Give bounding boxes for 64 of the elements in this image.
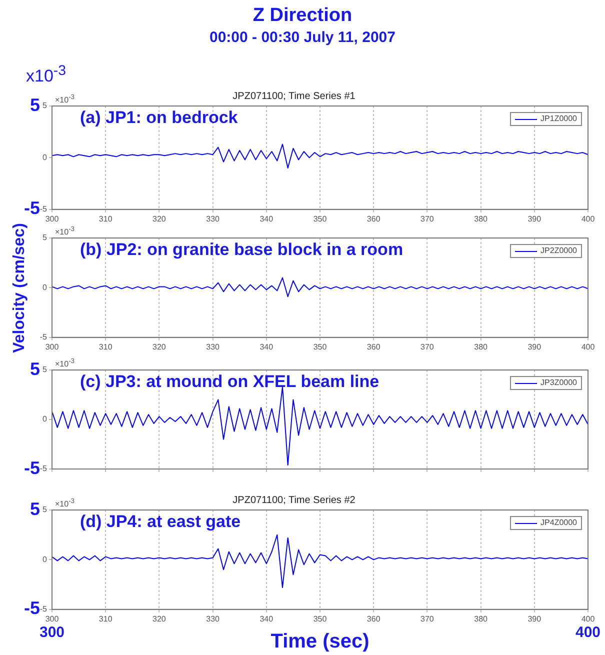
legend-label: JP2Z0000 [540, 246, 577, 255]
text: x10$^{-3}$ [26, 63, 66, 86]
x-tick-label: 320 [152, 342, 166, 352]
x-tick-label: 340 [260, 614, 274, 624]
text: ×10$^{-3}$ [55, 358, 74, 369]
x-axis-title: Time (sec) [270, 630, 370, 653]
x-tick-label: 400 [581, 614, 596, 624]
x-tick-label: 320 [152, 214, 166, 224]
x-tick-label: 300 [45, 214, 60, 224]
x-tick-label: 380 [474, 214, 488, 224]
y-tick-label: 0 [42, 152, 48, 162]
x-tick-label: 300 [45, 342, 60, 352]
x-tick-label: 350 [313, 342, 328, 352]
x-tick-label: 350 [313, 214, 328, 224]
x-tick-label: 330 [206, 342, 220, 352]
x-tick-label: 390 [528, 214, 542, 224]
text: 00:00 - 00:30 July 11, 2007 [208, 29, 396, 46]
legend-label: JP1Z0000 [540, 114, 577, 123]
x-tick-label: 340 [260, 214, 274, 224]
x-tick-label: 400 [581, 214, 596, 224]
x-tick-label: 370 [420, 614, 434, 624]
x-tick-label: 390 [528, 614, 542, 624]
legend-label: JP4Z0000 [540, 518, 577, 527]
y-tick-label: -5 [40, 464, 48, 474]
x-tick-label: 370 [420, 342, 434, 352]
x-tick-label: 360 [366, 342, 381, 352]
x-tick-label: 320 [152, 614, 166, 624]
text: ×10$^{-3}$ [55, 226, 74, 237]
y-tick-label: 5 [42, 233, 48, 242]
x-tick-label: 380 [474, 342, 488, 352]
x-tick-label: 330 [206, 614, 220, 624]
y-tick-label: -5 [40, 204, 48, 214]
x-tick-label: 360 [366, 214, 381, 224]
y-tick-label: 5 [42, 101, 48, 110]
annotation: (d) JP4: at east gate [80, 512, 241, 531]
annotation: (b) JP2: on granite base block in a room [80, 240, 404, 259]
x-tick-label: 340 [260, 342, 274, 352]
x-tick-label: 310 [98, 342, 113, 352]
y-tick-label: 5 [42, 365, 48, 374]
x-tick-label: 350 [313, 614, 328, 624]
text: ×10$^{-3}$ [55, 94, 74, 105]
x-tick-label: 390 [528, 342, 542, 352]
annotation: (c) JP3: at mound on XFEL beam line [80, 372, 380, 391]
x-tick-label: 380 [474, 614, 488, 624]
chart-title: JPZ071100; Time Series #2 [232, 494, 356, 506]
y-tick-label: -5 [40, 604, 48, 614]
legend-label: JP3Z0000 [540, 378, 577, 387]
x-tick-label: 360 [366, 614, 381, 624]
x-tick-label: 300 [45, 614, 60, 624]
x-tick-label: 330 [206, 214, 220, 224]
y-tick-label: 0 [42, 554, 48, 564]
y-axis-title: Velocity (cm/sec) [11, 222, 28, 353]
text: Z Direction [252, 5, 354, 26]
y-tick-label: 0 [42, 414, 48, 424]
x-tick-label: 310 [98, 214, 113, 224]
y-tick-label: -5 [40, 332, 48, 342]
annotation: (a) JP1: on bedrock [80, 108, 238, 127]
text: ×10$^{-3}$ [55, 498, 74, 509]
x-tick-label: 370 [420, 214, 434, 224]
y-tick-label: 0 [42, 282, 48, 292]
x-tick-label: 400 [581, 342, 596, 352]
x-tick-label: 310 [98, 614, 113, 624]
chart-title: JPZ071100; Time Series #1 [232, 90, 356, 102]
y-tick-label: 5 [42, 505, 48, 514]
